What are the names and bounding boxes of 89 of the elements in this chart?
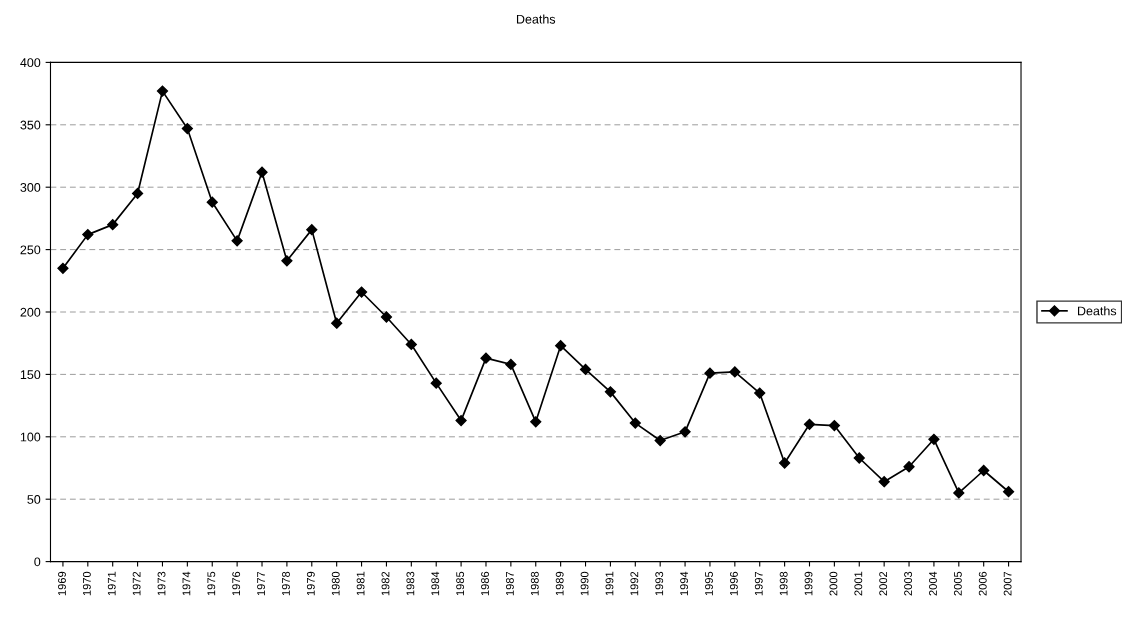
point (331, 317, 343, 329)
y-tick-label: 0 (34, 557, 41, 567)
x-tick-label: 2001 (854, 571, 863, 596)
x-tick-label: 1976 (232, 571, 241, 596)
point (480, 352, 492, 364)
x-tick-label: 1974 (182, 571, 191, 596)
x-tick-label: 1983 (406, 571, 415, 596)
point (629, 417, 641, 429)
point (928, 433, 940, 445)
point (181, 122, 193, 135)
y-tick-label: 400 (20, 58, 41, 68)
point (455, 414, 467, 427)
y-tick-label: 200 (20, 307, 41, 317)
point (82, 229, 94, 241)
y-tick-label: 250 (20, 245, 41, 255)
point (729, 366, 741, 378)
y-tick-label: 150 (20, 370, 41, 380)
x-tick-label: 1980 (331, 571, 340, 596)
legend-label: Deaths (1078, 306, 1117, 316)
point (306, 224, 318, 236)
x-tick-label: 1995 (705, 571, 713, 596)
y-tick-label: 100 (20, 432, 41, 442)
x-tick-label: 2007 (1003, 571, 1012, 596)
x-tick-label: 1975 (207, 571, 216, 596)
x-tick-label: 1984 (431, 571, 440, 596)
point (405, 338, 417, 351)
x-tick-label: 1978 (282, 571, 290, 596)
point (355, 286, 368, 298)
point (206, 196, 218, 208)
x-tick-label: 1973 (157, 571, 166, 596)
point (579, 363, 592, 376)
point (654, 434, 666, 447)
point (107, 219, 119, 231)
x-tick-label: 2006 (978, 571, 987, 596)
point (131, 187, 144, 200)
point (853, 452, 865, 464)
x-tick-label: 1989 (555, 571, 564, 596)
x-tick-label: 1971 (107, 571, 116, 596)
chart-title: Deaths (516, 14, 556, 24)
x-tick-label: 2000 (829, 571, 838, 596)
point (156, 85, 169, 97)
x-tick-label: 1998 (779, 571, 788, 596)
x-tick-label: 1979 (306, 571, 315, 596)
x-tick-label: 1996 (729, 571, 738, 596)
point (978, 464, 990, 477)
point (803, 418, 816, 430)
point (380, 311, 393, 323)
point (903, 461, 915, 473)
x-tick-label: 1970 (82, 571, 91, 596)
x-tick-label: 1991 (605, 571, 614, 596)
x-tick-label: 2004 (929, 571, 937, 596)
y-tick-label: 350 (20, 120, 41, 130)
point (281, 255, 293, 267)
point (256, 166, 268, 178)
y-tick-label: 50 (27, 495, 41, 504)
x-tick-label: 2005 (953, 571, 962, 596)
x-tick-label: 1994 (680, 571, 689, 596)
x-tick-label: 2002 (879, 571, 888, 596)
point (555, 340, 567, 352)
x-tick-label: 1987 (505, 571, 514, 596)
point (57, 262, 69, 274)
x-tick-label: 2003 (904, 571, 913, 596)
point (679, 426, 691, 438)
x-tick-label: 1982 (381, 571, 390, 596)
x-tick-label: 1972 (132, 571, 141, 596)
x-tick-label: 1985 (456, 571, 465, 596)
x-tick-label: 1993 (655, 571, 664, 596)
point (878, 476, 890, 488)
point (828, 419, 840, 432)
x-tick-label: 1977 (257, 571, 265, 596)
point (1002, 486, 1015, 498)
point (953, 487, 965, 499)
point (231, 235, 243, 247)
point (779, 457, 791, 469)
point (505, 358, 517, 371)
x-tick-label: 1986 (481, 571, 489, 596)
x-tick-label: 1981 (356, 571, 365, 596)
x-tick-label: 1969 (58, 571, 66, 596)
point (430, 377, 442, 389)
point (704, 367, 716, 379)
x-tick-label: 1997 (754, 571, 763, 596)
x-tick-label: 1999 (804, 571, 813, 596)
x-tick-label: 1990 (580, 571, 589, 596)
point (530, 416, 542, 428)
y-tick-label: 300 (20, 183, 41, 192)
x-tick-label: 1988 (530, 571, 539, 596)
point (604, 386, 617, 398)
x-tick-label: 1992 (630, 571, 639, 596)
point (754, 387, 766, 399)
